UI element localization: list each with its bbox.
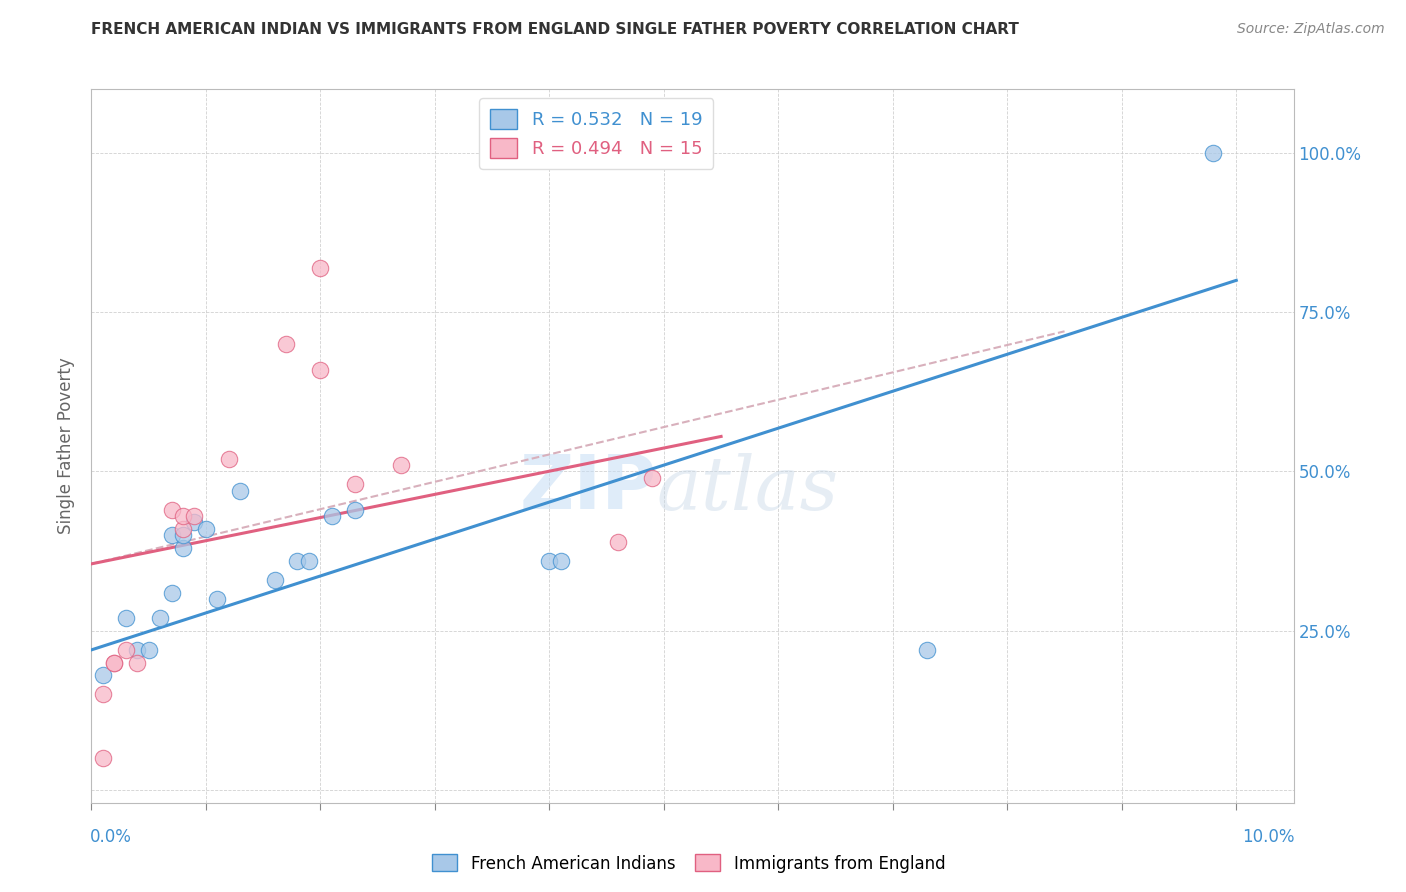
Point	[172, 528, 194, 542]
Point	[641, 471, 664, 485]
Point	[915, 643, 938, 657]
Point	[274, 337, 297, 351]
Text: 10.0%: 10.0%	[1243, 828, 1295, 846]
Point	[389, 458, 412, 472]
Point	[550, 554, 572, 568]
Legend: French American Indians, Immigrants from England: French American Indians, Immigrants from…	[426, 847, 952, 880]
Point	[91, 751, 114, 765]
Point	[127, 656, 149, 670]
Point	[321, 509, 343, 524]
Point	[287, 554, 309, 568]
Point	[343, 502, 366, 516]
Text: 0.0%: 0.0%	[90, 828, 132, 846]
Text: atlas: atlas	[657, 452, 838, 525]
Point	[172, 509, 194, 524]
Point	[127, 643, 149, 657]
Point	[183, 509, 205, 524]
Point	[149, 611, 172, 625]
Legend: R = 0.532   N = 19, R = 0.494   N = 15: R = 0.532 N = 19, R = 0.494 N = 15	[479, 98, 713, 169]
Point	[309, 260, 332, 275]
Point	[183, 516, 205, 530]
Point	[194, 522, 217, 536]
Point	[538, 554, 561, 568]
Point	[229, 483, 252, 498]
Point	[103, 656, 125, 670]
Y-axis label: Single Father Poverty: Single Father Poverty	[58, 358, 76, 534]
Point	[114, 643, 136, 657]
Point	[160, 502, 183, 516]
Point	[309, 362, 332, 376]
Text: Source: ZipAtlas.com: Source: ZipAtlas.com	[1237, 22, 1385, 37]
Point	[160, 528, 183, 542]
Point	[172, 522, 194, 536]
Point	[298, 554, 321, 568]
Point	[160, 585, 183, 599]
Point	[103, 656, 125, 670]
Point	[607, 534, 630, 549]
Point	[343, 477, 366, 491]
Point	[207, 591, 229, 606]
Point	[91, 688, 114, 702]
Point	[138, 643, 160, 657]
Text: ZIP: ZIP	[519, 452, 657, 525]
Point	[172, 541, 194, 555]
Point	[641, 145, 664, 160]
Text: FRENCH AMERICAN INDIAN VS IMMIGRANTS FROM ENGLAND SINGLE FATHER POVERTY CORRELAT: FRENCH AMERICAN INDIAN VS IMMIGRANTS FRO…	[91, 22, 1019, 37]
Point	[114, 611, 136, 625]
Point	[263, 573, 285, 587]
Point	[218, 451, 240, 466]
Point	[91, 668, 114, 682]
Point	[1202, 145, 1225, 160]
